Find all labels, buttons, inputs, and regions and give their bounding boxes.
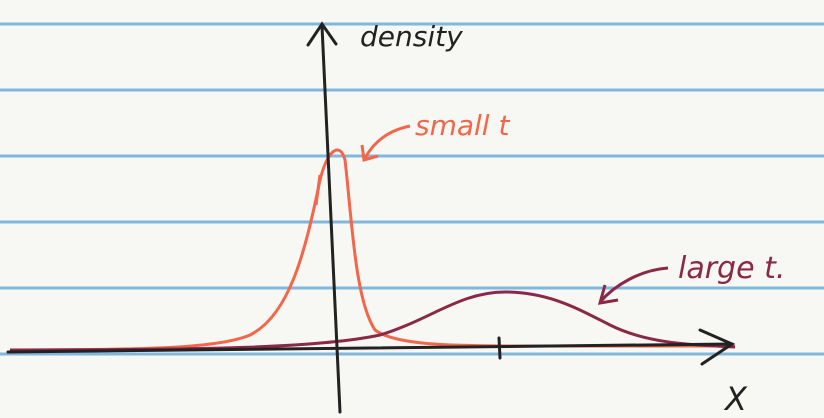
large-t-label: large t. <box>678 251 785 286</box>
sketch: density X small t large t. <box>0 0 824 418</box>
page: density X small t large t. (() => { cons… <box>0 0 824 418</box>
y-axis-label: density <box>360 20 463 53</box>
x-tick <box>499 338 500 358</box>
x-axis-label: X <box>723 380 748 418</box>
small-t-label: small t <box>415 109 510 142</box>
